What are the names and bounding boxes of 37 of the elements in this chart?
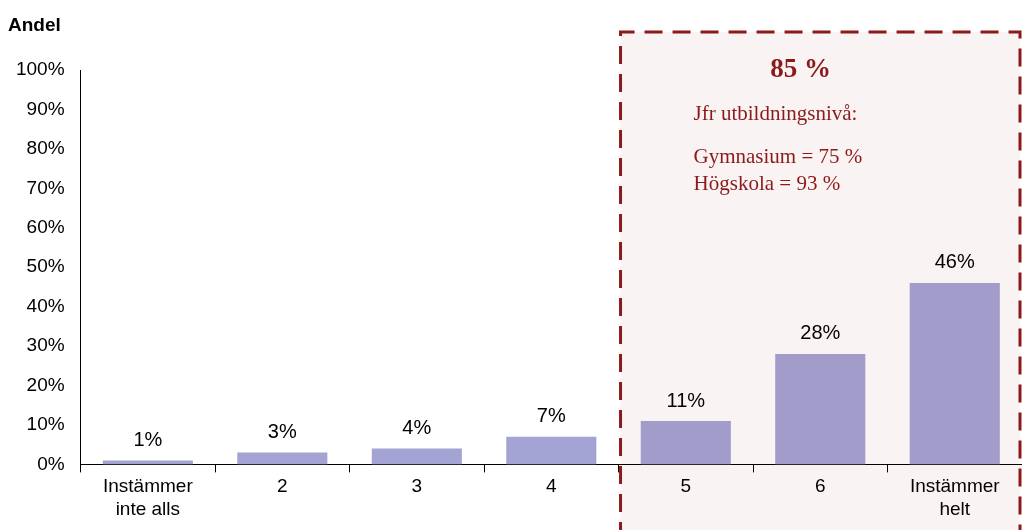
data-label: 4% [402,416,432,439]
y-tick-label: 90% [26,97,65,119]
bar [506,436,597,465]
y-tick-label: 80% [26,137,65,159]
y-axis-title: Andel [8,14,61,36]
bar [102,460,193,465]
bar [371,448,462,465]
data-label: 11% [666,388,706,411]
x-tick-label: 3 [411,475,423,497]
data-label: 46% [934,250,975,273]
bar [640,421,731,465]
y-tick-label: 60% [26,215,65,237]
y-tick-label: 30% [26,334,65,356]
y-tick-label: 50% [26,255,65,277]
data-label: 1% [133,427,163,450]
data-label: 28% [800,321,841,344]
x-tick-label: Instämmer helt [909,475,1001,519]
bar [909,282,1000,465]
bar [775,353,866,465]
x-tick-label: Instämmer inte alls [102,475,194,519]
data-label: 3% [267,420,297,443]
y-tick-label: 70% [26,176,65,198]
band-label: 85 % [770,52,831,83]
annotation: Jfr utbildningsnivå: [693,100,858,125]
y-tick-label: 0% [37,452,65,474]
x-tick-label: 2 [277,475,288,497]
x-tick-label: 5 [680,475,692,497]
y-tick-label: 10% [26,413,65,435]
x-tick-label: 4 [546,475,558,497]
x-tick-label: 6 [814,475,826,497]
data-label: 7% [536,404,566,427]
annotation: Högskola = 93 % [693,170,841,195]
y-tick-label: 20% [26,373,65,395]
annotation: Gymnasium = 75 % [693,143,863,168]
bar [237,452,328,465]
y-tick-label: 40% [26,294,65,316]
y-tick-label: 100% [15,58,65,80]
